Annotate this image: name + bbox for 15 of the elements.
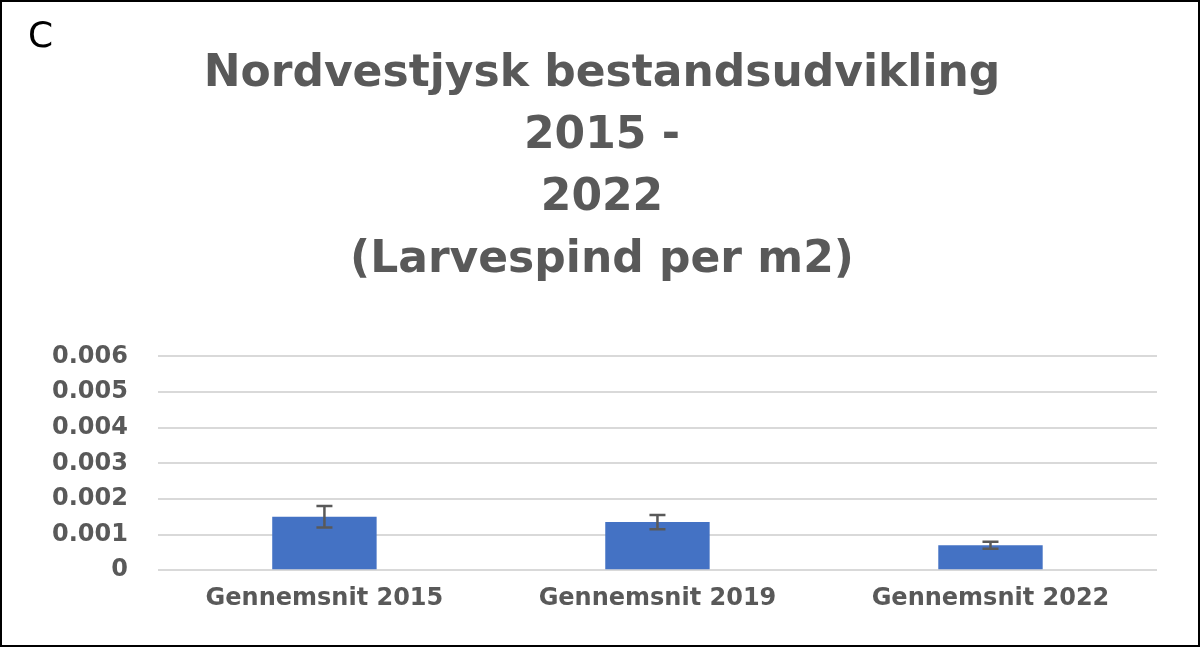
y-tick-label: 0.001 (51, 518, 128, 547)
text: C (28, 14, 54, 55)
x-tick-label: Gennemsnit 2015 (205, 582, 444, 611)
y-tick-label: 0.003 (51, 447, 128, 476)
y-tick-label: 0 (111, 554, 128, 583)
bar (272, 516, 377, 570)
chart-title: Nordvestjysk bestandsudvikling 2015 - 2022 (Larvespind per m2) (202, 44, 1002, 284)
y-tick-label: 0.006 (51, 340, 128, 369)
bar (938, 545, 1043, 570)
y-tick-label: 0.004 (51, 411, 128, 440)
y-tick-label: 0.005 (51, 376, 128, 405)
bar (605, 522, 710, 570)
x-tick-label: Gennemsnit 2022 (871, 582, 1110, 611)
x-tick-label: Gennemsnit 2019 (538, 582, 777, 611)
y-tick-label: 0.002 (51, 483, 128, 512)
